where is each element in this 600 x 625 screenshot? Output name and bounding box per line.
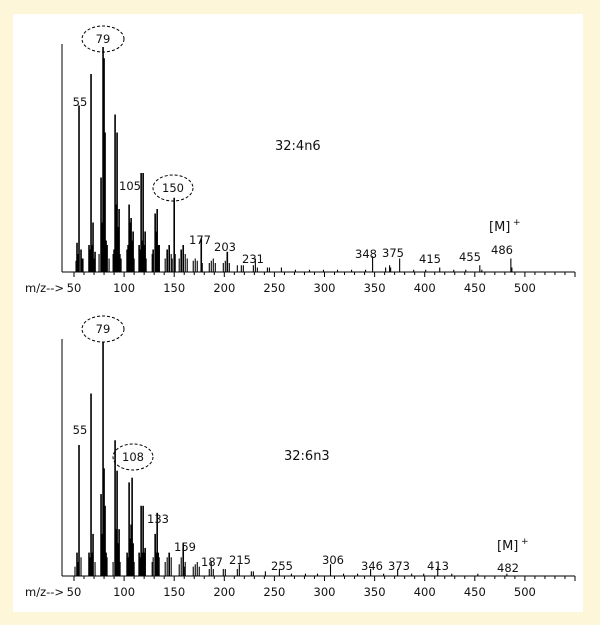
x-tick-label: 500 — [514, 585, 536, 599]
molecular-ion-superscript: + — [521, 537, 529, 547]
peak-label: 177 — [189, 233, 211, 247]
highlight-circle — [152, 174, 194, 202]
x-tick-label: 250 — [263, 281, 285, 295]
x-tick-label: 450 — [464, 585, 486, 599]
peak-label: 55 — [73, 95, 88, 109]
chart-title: 32:6n3 — [284, 449, 330, 464]
x-axis-title: m/z--> — [25, 281, 64, 295]
peak-label: 413 — [427, 559, 449, 573]
chart-title: 32:4n6 — [275, 139, 321, 154]
molecular-ion-label: [M] — [489, 220, 510, 235]
x-axis-title: m/z--> — [25, 585, 64, 599]
peak-label: 203 — [214, 240, 236, 254]
peak-label: 150 — [162, 181, 184, 195]
peak-label: 108 — [122, 450, 144, 464]
peak-label: 187 — [201, 555, 223, 569]
x-tick-label: 350 — [364, 281, 386, 295]
highlight-circle — [81, 25, 125, 53]
x-tick-label: 100 — [113, 585, 135, 599]
peak-label: 79 — [96, 32, 111, 46]
peak-label: 375 — [382, 246, 404, 260]
x-tick-label: 500 — [514, 281, 536, 295]
x-tick-label: 100 — [113, 281, 135, 295]
x-tick-label: 250 — [263, 585, 285, 599]
peak-label: 79 — [96, 322, 111, 336]
molecular-ion-label: [M] — [497, 539, 518, 554]
peak-label: 105 — [119, 179, 141, 193]
peak-label: 486 — [491, 243, 513, 257]
x-tick-label: 450 — [464, 281, 486, 295]
x-tick-label: 300 — [314, 585, 336, 599]
x-tick-label: 300 — [314, 281, 336, 295]
x-tick-label: 50 — [67, 585, 82, 599]
peak-label: 482 — [497, 561, 519, 575]
peak-label: 415 — [419, 252, 441, 266]
figure-panel — [13, 14, 583, 612]
peak-label: 159 — [174, 540, 196, 554]
peak-label: 215 — [229, 553, 251, 567]
peak-label: 55 — [73, 423, 88, 437]
x-tick-label: 50 — [67, 281, 82, 295]
peak-label: 306 — [322, 553, 344, 567]
peak-label: 346 — [361, 559, 383, 573]
x-tick-label: 400 — [414, 281, 436, 295]
x-tick-label: 350 — [364, 585, 386, 599]
x-tick-label: 200 — [213, 585, 235, 599]
peak-label: 373 — [388, 559, 410, 573]
x-tick-label: 200 — [213, 281, 235, 295]
peak-label: 455 — [459, 250, 481, 264]
peak-label: 133 — [147, 512, 169, 526]
highlight-circle — [81, 315, 125, 343]
x-tick-label: 150 — [163, 281, 185, 295]
x-tick-label: 150 — [163, 585, 185, 599]
peak-label: 255 — [271, 559, 293, 573]
x-tick-label: 400 — [414, 585, 436, 599]
molecular-ion-superscript: + — [513, 218, 521, 228]
highlight-circle — [112, 443, 154, 471]
peak-label: 348 — [355, 247, 377, 261]
peak-label: 231 — [242, 252, 264, 266]
